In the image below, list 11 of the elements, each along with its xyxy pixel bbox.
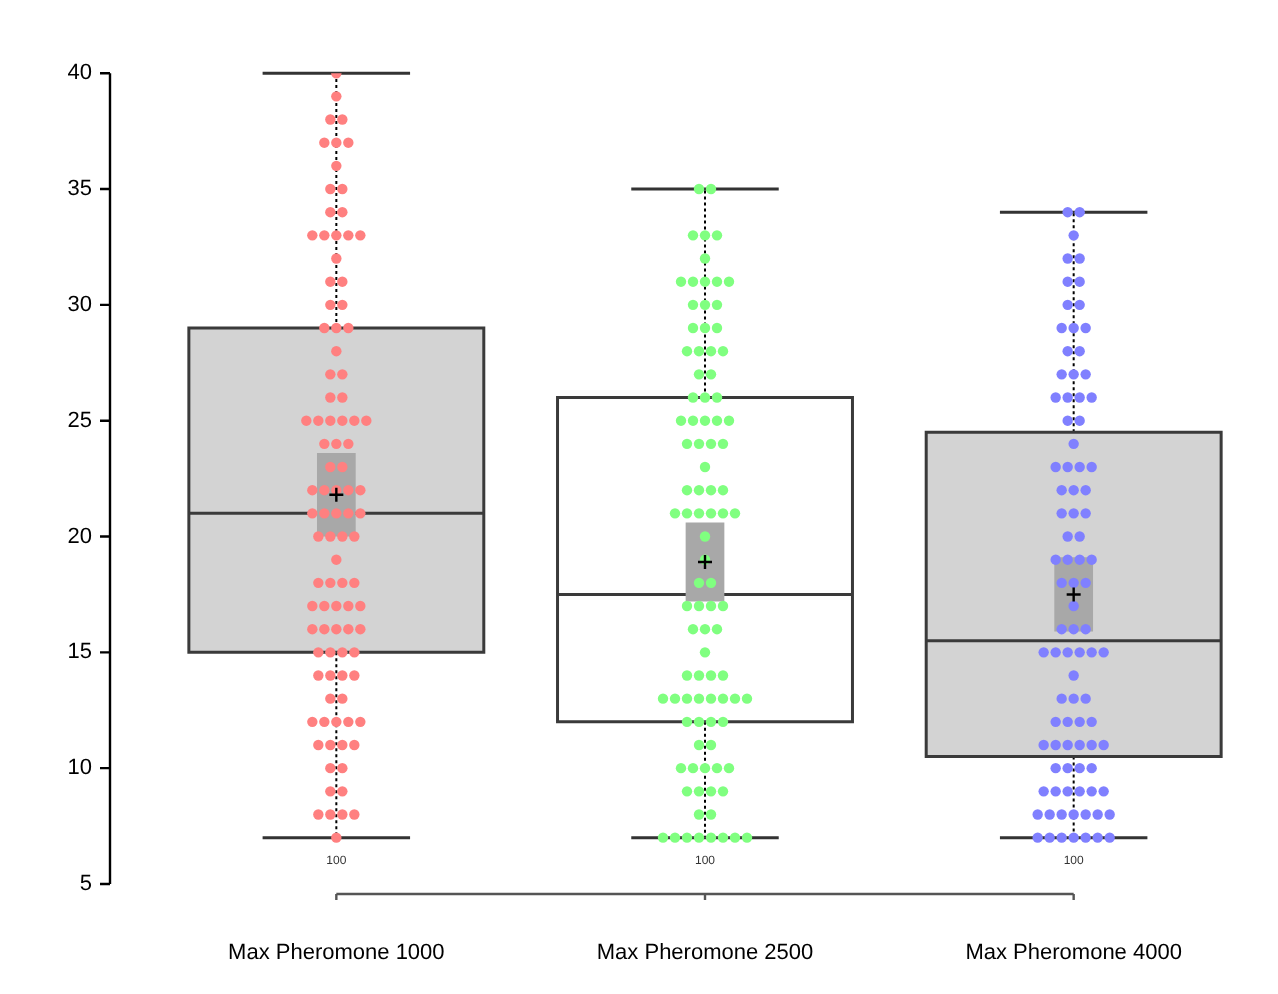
y-tick-label: 30 (67, 292, 92, 317)
y-tick-label: 5 (79, 872, 92, 897)
x-tick-label: Max Pheromone 4000 (965, 941, 1182, 966)
y-tick-label: 20 (67, 524, 92, 549)
y-tick-label: 35 (67, 177, 92, 202)
x-tick-label: Max Pheromone 1000 (228, 941, 445, 966)
x-tick-label: Max Pheromone 2500 (596, 941, 814, 966)
y-tick-label: 40 (67, 61, 92, 86)
y-tick-label: 15 (67, 640, 92, 665)
y-tick-label: 10 (67, 756, 92, 781)
y-tick-label: 25 (67, 408, 92, 433)
